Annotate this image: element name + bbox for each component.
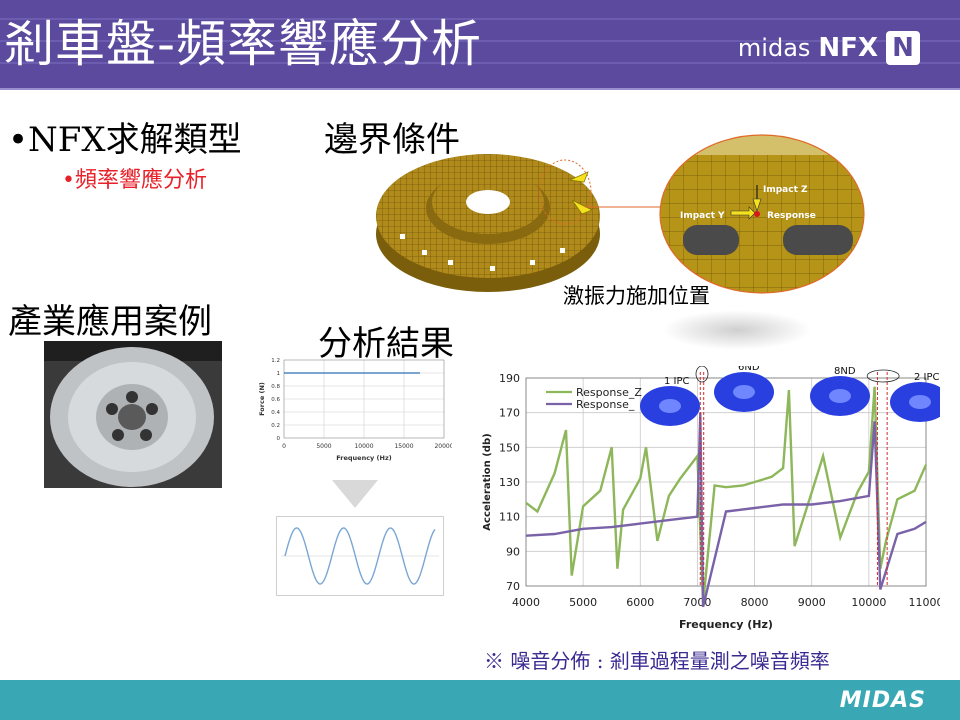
force-chart-svg: 0 0.2 0.4 0.6 0.8 1 1.2 0 5000 10000 15000 20000 Fre…	[258, 358, 454, 462]
force-ytick-label: 0.2	[271, 423, 280, 429]
force-ytick-label: 0.4	[271, 410, 280, 416]
page-title: 剎車盤-頻率響應分析	[4, 15, 483, 73]
midas-nfx-logo: midas NFX N	[738, 26, 920, 70]
force-xtick-label: 10000	[354, 443, 373, 450]
logo-product: NFX	[818, 33, 878, 63]
main-xtick-label: 7000	[683, 596, 711, 609]
force-ytick-label: 1	[277, 371, 281, 377]
force-ylabel: Force (N)	[258, 382, 266, 416]
legend-entry: Response_	[576, 398, 635, 411]
frequency-response-svg: 70 90 110 130 150 170 190 4000 5000 6000 7000 8000 9…	[482, 362, 950, 631]
main-ytick-label: 110	[499, 511, 520, 524]
header-stripe	[0, 40, 960, 42]
fe-disc-model	[370, 130, 606, 298]
solver-type-heading: •NFX求解類型	[8, 120, 242, 160]
industry-case-heading: 產業應用案例	[8, 302, 212, 342]
header-stripe	[0, 18, 960, 20]
force-xlabel: Frequency (Hz)	[336, 454, 392, 462]
main-xtick-label: 5000	[569, 596, 597, 609]
excitation-caption: 激振力施加位置	[563, 284, 710, 308]
main-ylabel: Acceleration (db)	[482, 433, 493, 530]
mode-label: 6ND	[738, 366, 760, 373]
legend-entry: Response_Z	[576, 386, 642, 399]
results-heading: 分析結果	[318, 324, 454, 364]
main-ytick-label: 90	[506, 545, 520, 558]
solver-type-item: •頻率響應分析	[62, 168, 207, 193]
force-ytick-label: 0.6	[271, 397, 280, 403]
force-chart: 0 0.2 0.4 0.6 0.8 1 1.2 0 5000 10000 15000 20000 Fre…	[256, 354, 454, 466]
force-ytick-label: 0.8	[271, 384, 280, 390]
mode-shape-icon	[714, 372, 774, 412]
mode-shape-icon	[640, 386, 700, 426]
header-bar: 剎車盤-頻率響應分析 midas NFX N	[0, 0, 960, 88]
main-ytick-label: 130	[499, 476, 520, 489]
header-divider	[0, 88, 960, 90]
footer-bar	[0, 680, 960, 720]
force-xtick-label: 15000	[394, 443, 413, 450]
force-ytick-label: 0	[277, 436, 281, 442]
force-plot-frame	[283, 359, 445, 439]
force-xtick-label: 5000	[316, 443, 331, 450]
series-line-response-	[525, 412, 927, 608]
sine-wave-plot	[276, 516, 444, 596]
main-xtick-label: 4000	[512, 596, 540, 609]
main-ytick-label: 150	[499, 441, 520, 454]
mode-shape-icon	[810, 376, 870, 416]
main-xtick-label: 6000	[626, 596, 654, 609]
main-xlabel: Frequency (Hz)	[679, 618, 773, 631]
mode-disc-inner	[909, 395, 931, 409]
mode-label: 8ND	[834, 366, 856, 377]
logo-mark-icon: N	[886, 31, 920, 65]
main-ytick-label: 170	[499, 407, 520, 420]
frequency-response-chart: 70 90 110 130 150 170 190 4000 5000 6000 7000 8000 9…	[480, 362, 950, 636]
excitation-detail-view: Impact Z Impact Y Response	[585, 133, 867, 295]
mode-disc-inner	[733, 385, 755, 399]
mode-marker-ellipse	[866, 369, 900, 383]
boundary-heading: 邊界條件	[324, 120, 460, 160]
series-line-response-z	[525, 386, 928, 604]
mode-label: 1 IPC	[664, 376, 690, 387]
mode-label: 2 IPC	[914, 372, 940, 383]
response-label: Response	[767, 211, 816, 221]
main-ytick-label: 190	[499, 372, 520, 385]
force-xtick-label: 20000	[434, 443, 452, 450]
mode-disc-inner	[659, 399, 681, 413]
main-xtick-label: 11000	[909, 596, 941, 609]
down-arrow-icon	[332, 480, 378, 510]
impact-y-label: Impact Y	[680, 211, 725, 221]
brake-disc-photo	[44, 341, 222, 488]
main-ytick-label: 70	[506, 580, 520, 593]
mode-marker-ellipse	[695, 365, 709, 383]
footer-logo: MIDAS	[839, 688, 926, 713]
main-xtick-label: 8000	[741, 596, 769, 609]
force-ytick-label: 1.2	[271, 358, 280, 364]
noise-note: ※ 噪音分佈 : 剎車過程量測之噪音頻率	[484, 649, 830, 673]
force-xtick-label: 0	[282, 443, 286, 450]
mode-shape-icon	[890, 382, 950, 422]
main-xtick-label: 10000	[851, 596, 886, 609]
impact-z-label: Impact Z	[763, 185, 808, 195]
main-xtick-label: 9000	[798, 596, 826, 609]
header-stripe	[0, 62, 960, 64]
decorative-shadow	[662, 310, 812, 350]
logo-brand: midas	[737, 34, 811, 62]
mode-disc-inner	[829, 389, 851, 403]
